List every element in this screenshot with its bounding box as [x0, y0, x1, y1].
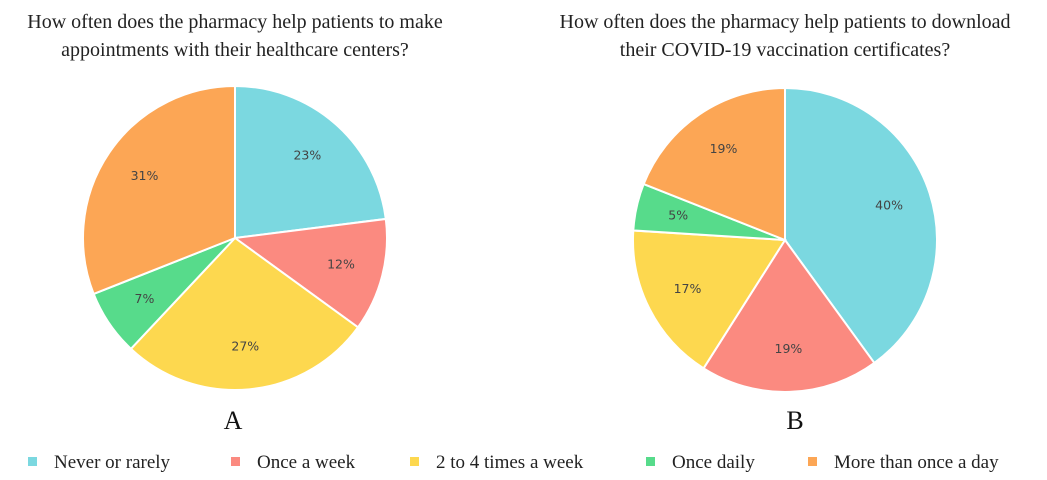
legend-label: 2 to 4 times a week	[436, 452, 584, 473]
legend-item: More than once a day	[808, 452, 999, 474]
legend-swatch	[646, 457, 655, 466]
legend: Never or rarely Once a week 2 to 4 times a…	[0, 452, 1047, 480]
legend-swatch	[231, 457, 240, 466]
legend-item: Once a week	[231, 452, 355, 474]
chart-title: How often does the pharmacy help patient…	[27, 11, 443, 61]
data-label: 12%	[327, 257, 355, 272]
legend-swatch	[28, 457, 37, 466]
data-label: 7%	[135, 291, 155, 306]
chart-title: How often does the pharmacy help patient…	[559, 11, 1011, 61]
legend-item: Once daily	[646, 452, 755, 474]
data-label: 23%	[293, 147, 321, 162]
pie-slice	[784, 86, 938, 365]
pie-slice	[129, 236, 360, 391]
legend-label: More than once a day	[834, 452, 999, 473]
panel-label: A	[224, 406, 243, 435]
legend-label: Once a week	[257, 452, 356, 473]
data-label: 19%	[775, 341, 803, 356]
pie-slice	[642, 86, 786, 242]
pie-slice	[234, 84, 387, 240]
data-label: 19%	[710, 141, 738, 156]
pie-slice	[82, 84, 236, 296]
data-label: 40%	[875, 198, 903, 213]
pie-slice	[232, 217, 388, 329]
data-label: 31%	[131, 168, 159, 183]
panel-label: B	[786, 406, 803, 435]
legend-item: 2 to 4 times a week	[410, 452, 583, 474]
legend-item: Never or rarely	[28, 452, 170, 474]
legend-swatch	[808, 457, 817, 466]
data-label: 27%	[231, 338, 259, 353]
legend-swatch	[410, 457, 419, 466]
pie-slice	[632, 229, 787, 370]
data-label: 17%	[674, 281, 702, 296]
legend-label: Once daily	[672, 452, 755, 473]
data-label: 5%	[668, 208, 688, 223]
legend-label: Never or rarely	[54, 452, 171, 473]
pie-slice	[702, 238, 876, 393]
